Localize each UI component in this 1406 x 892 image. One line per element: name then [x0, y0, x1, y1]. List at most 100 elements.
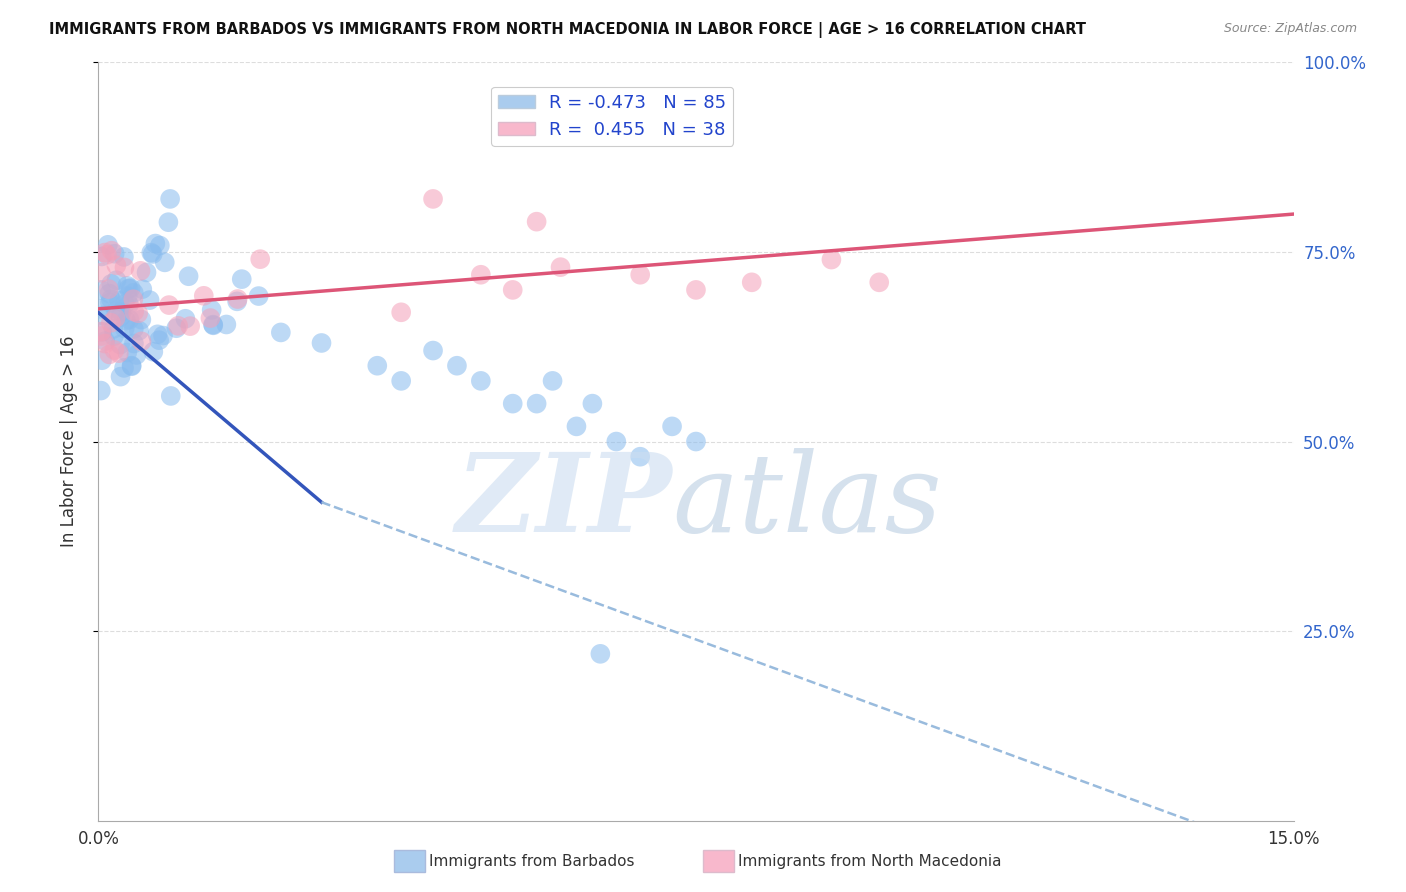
Point [148, 333, 170, 347]
Point [100, 292, 122, 306]
Point [628, 268, 651, 282]
Point [122, 322, 145, 336]
Text: atlas: atlas [672, 449, 942, 556]
Point [226, 294, 249, 309]
Point [526, 396, 548, 410]
Point [122, 285, 145, 300]
Point [422, 343, 444, 358]
Point [114, 297, 136, 311]
Point [270, 326, 292, 340]
Point [167, 318, 190, 333]
Point [153, 255, 176, 269]
Point [249, 252, 271, 267]
Point [868, 275, 890, 289]
Point [103, 343, 125, 357]
Point [389, 305, 412, 319]
Point [114, 321, 136, 335]
Point [389, 374, 412, 388]
Point [446, 359, 468, 373]
Point [128, 324, 150, 338]
Point [200, 311, 222, 326]
Point [105, 273, 128, 287]
Point [108, 293, 131, 308]
Point [98, 286, 121, 301]
Point [91, 353, 114, 368]
Point [90, 250, 112, 264]
Point [550, 260, 572, 275]
Point [589, 647, 612, 661]
Point [202, 318, 225, 333]
Point [202, 318, 225, 332]
Point [90, 266, 112, 280]
Point [98, 295, 121, 310]
Point [90, 329, 112, 343]
Point [110, 369, 132, 384]
Point [97, 237, 120, 252]
Point [105, 304, 128, 318]
Point [226, 292, 249, 306]
Point [502, 396, 524, 410]
Point [165, 321, 187, 335]
Point [120, 281, 142, 295]
Point [97, 282, 120, 296]
Point [138, 293, 160, 307]
Point [145, 236, 167, 251]
Point [628, 450, 651, 464]
Point [122, 336, 145, 351]
Point [129, 264, 152, 278]
Point [103, 322, 125, 336]
Point [98, 347, 121, 361]
Text: Immigrants from Barbados: Immigrants from Barbados [429, 855, 634, 869]
Point [526, 214, 548, 228]
Point [131, 312, 153, 326]
Point [90, 283, 112, 297]
Point [135, 265, 157, 279]
Point [125, 348, 148, 362]
Point [159, 192, 181, 206]
Point [159, 389, 181, 403]
Point [470, 268, 492, 282]
Point [131, 334, 153, 349]
Point [685, 434, 707, 449]
Point [115, 313, 138, 327]
Point [90, 325, 112, 339]
Point [110, 310, 132, 324]
Point [179, 319, 201, 334]
Point [110, 305, 132, 319]
Point [108, 337, 131, 351]
Text: IMMIGRANTS FROM BARBADOS VS IMMIGRANTS FROM NORTH MACEDONIA IN LABOR FORCE | AGE: IMMIGRANTS FROM BARBADOS VS IMMIGRANTS F… [49, 22, 1087, 38]
Point [104, 311, 127, 326]
Point [174, 311, 197, 326]
Point [741, 275, 763, 289]
Point [117, 281, 139, 295]
Point [105, 258, 128, 272]
Point [146, 327, 169, 342]
Point [565, 419, 588, 434]
Point [177, 269, 200, 284]
Point [94, 245, 117, 260]
Point [118, 297, 141, 311]
Point [152, 328, 174, 343]
Text: ZIP: ZIP [456, 449, 672, 556]
Point [94, 334, 117, 348]
Point [685, 283, 707, 297]
Point [127, 306, 149, 320]
Point [142, 344, 165, 359]
Point [470, 374, 492, 388]
Point [142, 247, 165, 261]
Point [117, 345, 139, 359]
Point [311, 335, 333, 350]
Point [100, 316, 122, 330]
Point [541, 374, 564, 388]
Point [215, 318, 238, 332]
Point [91, 325, 114, 339]
Point [100, 277, 122, 291]
Point [247, 289, 270, 303]
Point [661, 419, 683, 434]
Text: Source: ZipAtlas.com: Source: ZipAtlas.com [1223, 22, 1357, 36]
Point [131, 282, 153, 296]
Point [107, 346, 129, 360]
Y-axis label: In Labor Force | Age > 16: In Labor Force | Age > 16 [59, 335, 77, 548]
Point [121, 359, 143, 374]
Point [122, 304, 145, 318]
